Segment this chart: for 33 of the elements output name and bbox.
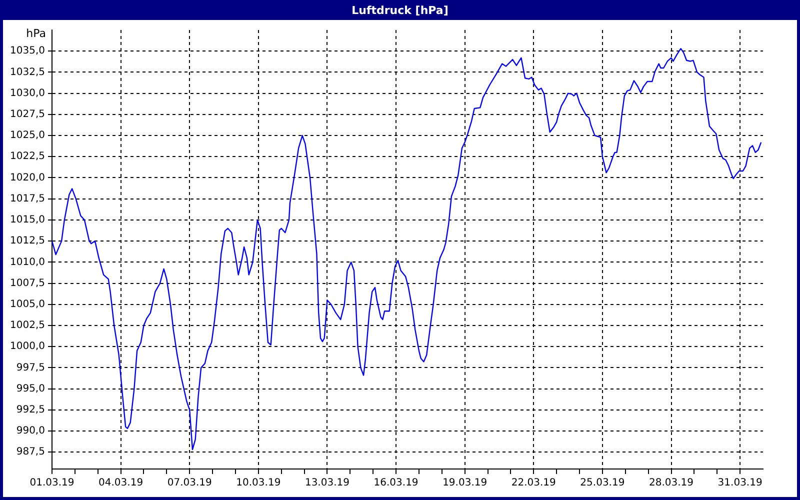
x-tick-label: 01.03.19 — [30, 478, 74, 489]
x-tick-label: 07.03.19 — [167, 478, 212, 489]
chart-title: Luftdruck [hPa] — [3, 3, 797, 20]
y-tick-label: 1030,0 — [10, 88, 45, 99]
y-tick-label: 1012,5 — [10, 236, 45, 247]
y-tick-label: 1007,5 — [10, 278, 45, 289]
y-tick-label: 1035,0 — [10, 46, 45, 57]
y-tick-label: 1020,0 — [10, 172, 45, 184]
x-tick-label: 16.03.19 — [374, 478, 418, 489]
y-tick-label: 1027,5 — [10, 109, 45, 120]
y-axis-title: hPa — [26, 26, 46, 40]
y-tick-label: 1022,5 — [10, 151, 45, 162]
x-tick-label: 04.03.19 — [98, 478, 144, 489]
y-tick-label: 997,5 — [16, 362, 45, 374]
y-tick-label: 995,0 — [16, 383, 45, 394]
y-tick-label: 1015,0 — [10, 214, 45, 226]
x-tick-label: 31.03.19 — [718, 478, 762, 489]
x-tick-label: 28.03.19 — [648, 478, 694, 489]
x-tick-label: 22.03.19 — [511, 478, 556, 489]
y-tick-label: 1032,5 — [10, 66, 45, 78]
x-tick-label: 19.03.19 — [442, 478, 488, 489]
x-tick-label: 25.03.19 — [580, 478, 625, 489]
y-tick-label: 1005,0 — [10, 298, 45, 310]
y-tick-label: 1000,0 — [10, 341, 45, 352]
y-tick-label: 990,0 — [16, 426, 45, 437]
x-tick-label: 13.03.19 — [304, 478, 350, 489]
y-tick-label: 987,5 — [16, 446, 45, 458]
x-tick-label: 10.03.19 — [236, 478, 281, 489]
y-tick-label: 1017,5 — [10, 193, 45, 204]
y-tick-label: 1025,0 — [10, 130, 45, 142]
y-tick-label: 992,5 — [16, 404, 45, 416]
y-tick-label: 1002,5 — [10, 320, 45, 332]
y-tick-label: 1010,0 — [10, 256, 45, 268]
